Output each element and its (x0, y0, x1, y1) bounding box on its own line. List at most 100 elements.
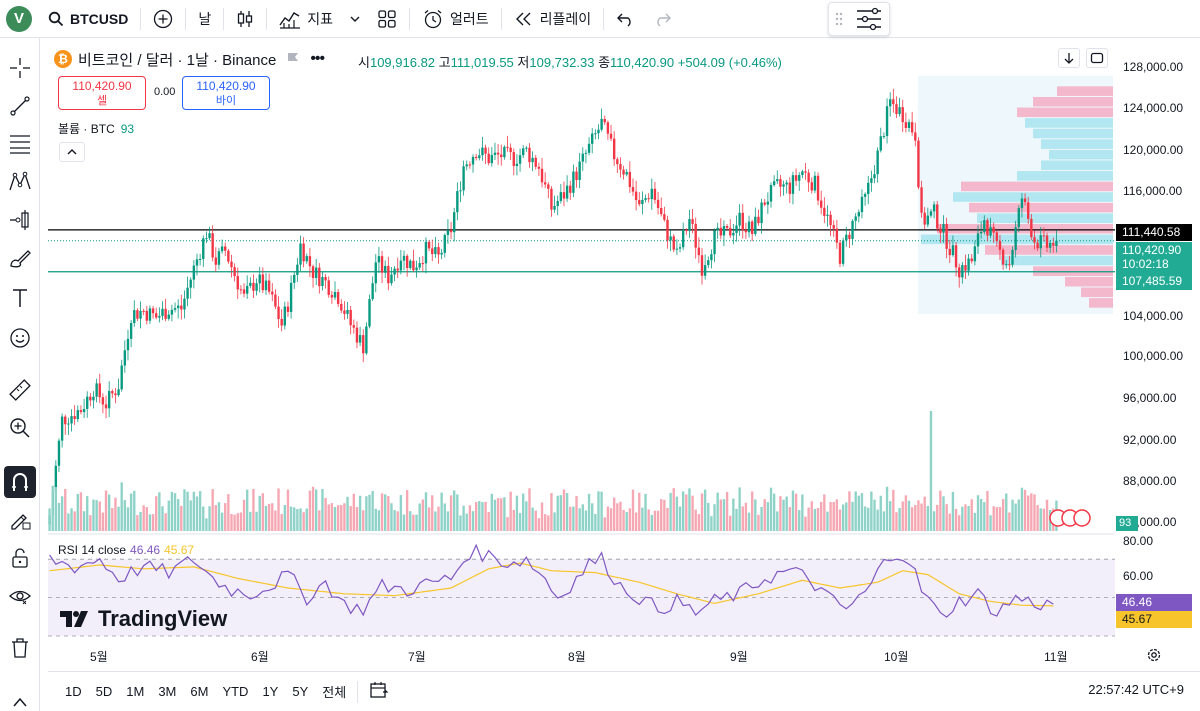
indicators-button[interactable]: 지표 (271, 0, 341, 38)
candle-body (227, 250, 230, 262)
volume-bar (754, 499, 757, 531)
candle-body (368, 299, 371, 327)
volume-bar (293, 507, 296, 531)
buy-button[interactable]: 110,420.90 바이 (182, 76, 270, 110)
range-6m[interactable]: 6M (190, 684, 209, 699)
range-1y[interactable]: 1Y (262, 684, 279, 699)
range-5y[interactable]: 5Y (292, 684, 309, 699)
support-line-tag[interactable]: 107,485.59 (1116, 273, 1192, 290)
fib-tool[interactable] (4, 128, 36, 160)
range-5d[interactable]: 5D (95, 684, 113, 699)
top-toolbar: V BTCUSD 날 지표 얼러트 (0, 0, 1200, 38)
measure-tool[interactable] (4, 374, 36, 406)
range-3m[interactable]: 3M (158, 684, 177, 699)
chart-canvas[interactable] (48, 44, 1115, 637)
crosshair-tool[interactable] (4, 52, 36, 84)
redo-button[interactable] (644, 0, 680, 38)
range-1d[interactable]: 1D (65, 684, 82, 699)
range-1m[interactable]: 1M (126, 684, 145, 699)
candle-body (267, 280, 271, 292)
floating-toolbar[interactable] (828, 2, 890, 36)
indicator-templates-dropdown[interactable] (341, 0, 369, 38)
chart-type-button[interactable] (228, 0, 262, 38)
candle-body (603, 118, 606, 123)
volume-bar (117, 506, 120, 531)
compare-symbol-button[interactable] (145, 0, 181, 38)
rsi-axis-label: 80.00 (1123, 534, 1154, 548)
trash-icon (12, 638, 28, 658)
sell-button[interactable]: 110,420.90 셀 (58, 76, 146, 110)
volume-bar (719, 499, 723, 531)
more-options-icon[interactable]: ••• (310, 50, 325, 67)
candle-body (289, 282, 293, 312)
layout-button[interactable] (369, 0, 405, 38)
text-icon (13, 289, 27, 307)
level-line-tag[interactable]: 111,440.58 (1116, 224, 1192, 241)
emoji-tool[interactable] (4, 322, 36, 354)
hide-drawings-tool[interactable] (4, 580, 36, 612)
volume-bar (302, 512, 305, 531)
candle-body (431, 248, 434, 255)
volume-bar (89, 515, 92, 531)
candle-body (612, 138, 616, 160)
chart-settings-button[interactable] (1146, 647, 1162, 668)
expand-icon (1090, 52, 1104, 64)
range-ytd[interactable]: YTD (222, 684, 249, 699)
zoom-tool[interactable] (4, 412, 36, 444)
collapse-legend-button[interactable] (59, 142, 85, 162)
volume-profile-bar (977, 213, 1113, 223)
range-all[interactable]: 전체 (322, 685, 347, 700)
fullscreen-button[interactable] (1086, 48, 1108, 68)
volume-bar (73, 511, 76, 531)
volume-bar (647, 509, 650, 531)
drawing-mode-tool[interactable] (4, 504, 36, 536)
candle-body (685, 229, 688, 231)
candle-body (471, 156, 475, 165)
drag-handle-icon[interactable] (835, 11, 843, 27)
volume-bar (556, 495, 559, 531)
price-axis-label: 96,000.00 (1123, 391, 1177, 405)
candle-body (970, 258, 973, 262)
candle-body (1048, 242, 1052, 248)
volume-bar (559, 495, 563, 531)
candle-body (534, 157, 537, 167)
candle-body (449, 230, 453, 233)
candle-body (914, 132, 917, 141)
candle-body (383, 265, 387, 273)
candle-body (522, 148, 525, 156)
volume-bar (888, 501, 892, 531)
magnet-tool[interactable] (4, 466, 36, 498)
forecast-tool[interactable] (4, 204, 36, 236)
symbol-legend[interactable]: ₿ 비트코인 / 달러 · 1날 · Binance ••• (54, 48, 325, 70)
trendline-tool[interactable] (4, 90, 36, 122)
user-avatar[interactable]: V (6, 5, 32, 32)
volume-bar (543, 514, 547, 531)
lock-drawings-tool[interactable] (4, 542, 36, 574)
candle-body (863, 194, 867, 197)
candle-body (725, 225, 729, 228)
rsi-legend[interactable]: RSI 14 close 46.46 45.67 (58, 543, 194, 557)
goto-date-button[interactable] (362, 681, 396, 702)
symbol-search-button[interactable]: BTCUSD (40, 0, 136, 38)
brush-tool[interactable] (4, 242, 36, 274)
candle-body (666, 219, 669, 241)
volume-bar (747, 512, 751, 531)
text-tool[interactable] (4, 282, 36, 314)
replay-button[interactable]: 리플레이 (506, 0, 600, 38)
timezone-clock[interactable]: 22:57:42 UTC+9 (1088, 682, 1184, 697)
volume-legend[interactable]: 볼륨 · BTC 93 (58, 120, 134, 137)
tradingview-logo[interactable]: TradingView (60, 606, 227, 632)
volume-bar (807, 507, 810, 531)
delete-drawings-tool[interactable] (4, 632, 36, 664)
scroll-to-latest-button[interactable] (1058, 48, 1080, 68)
settings-sliders-icon[interactable] (855, 7, 883, 31)
last-price-tag[interactable]: 110,420.90 10:02:18 (1116, 242, 1192, 273)
volume-bar (1030, 493, 1033, 531)
toolbar-collapse[interactable] (4, 686, 36, 711)
alert-button[interactable]: 얼러트 (414, 0, 497, 38)
flag-icon[interactable] (286, 52, 300, 66)
undo-button[interactable] (608, 0, 644, 38)
interval-button[interactable]: 날 (190, 0, 219, 38)
pattern-tool[interactable] (4, 166, 36, 198)
volume-bar (512, 509, 515, 531)
